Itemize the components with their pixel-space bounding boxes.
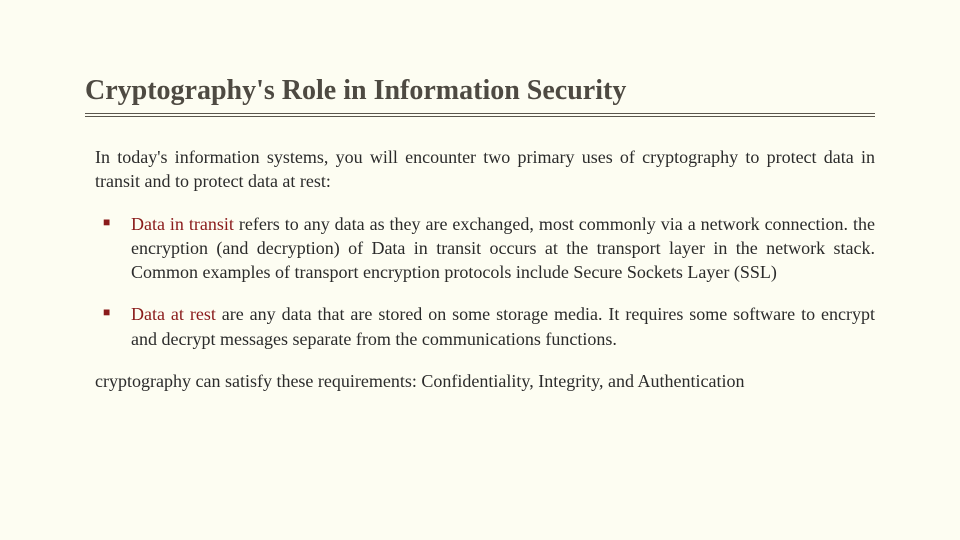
- bullet-list: Data in transit refers to any data as th…: [95, 212, 875, 351]
- list-item: Data in transit refers to any data as th…: [131, 212, 875, 285]
- slide-title: Cryptography's Role in Information Secur…: [85, 75, 875, 107]
- bullet-text: refers to any data as they are exchanged…: [131, 214, 875, 283]
- list-item: Data at rest are any data that are store…: [131, 302, 875, 351]
- intro-paragraph: In today's information systems, you will…: [95, 145, 875, 194]
- bullet-lead: Data in transit: [131, 214, 234, 234]
- closing-paragraph: cryptography can satisfy these requireme…: [95, 369, 875, 393]
- title-rule: [85, 113, 875, 117]
- bullet-lead: Data at rest: [131, 304, 216, 324]
- slide: Cryptography's Role in Information Secur…: [0, 0, 960, 540]
- bullet-text: are any data that are stored on some sto…: [131, 304, 875, 348]
